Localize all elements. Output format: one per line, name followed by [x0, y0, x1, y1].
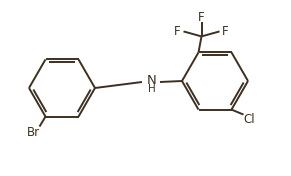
Text: Cl: Cl: [244, 113, 255, 126]
Text: H: H: [148, 84, 156, 94]
Text: F: F: [198, 11, 205, 24]
Text: F: F: [174, 25, 181, 38]
Text: N: N: [147, 74, 157, 86]
Text: F: F: [222, 25, 229, 38]
Text: Br: Br: [27, 126, 40, 139]
